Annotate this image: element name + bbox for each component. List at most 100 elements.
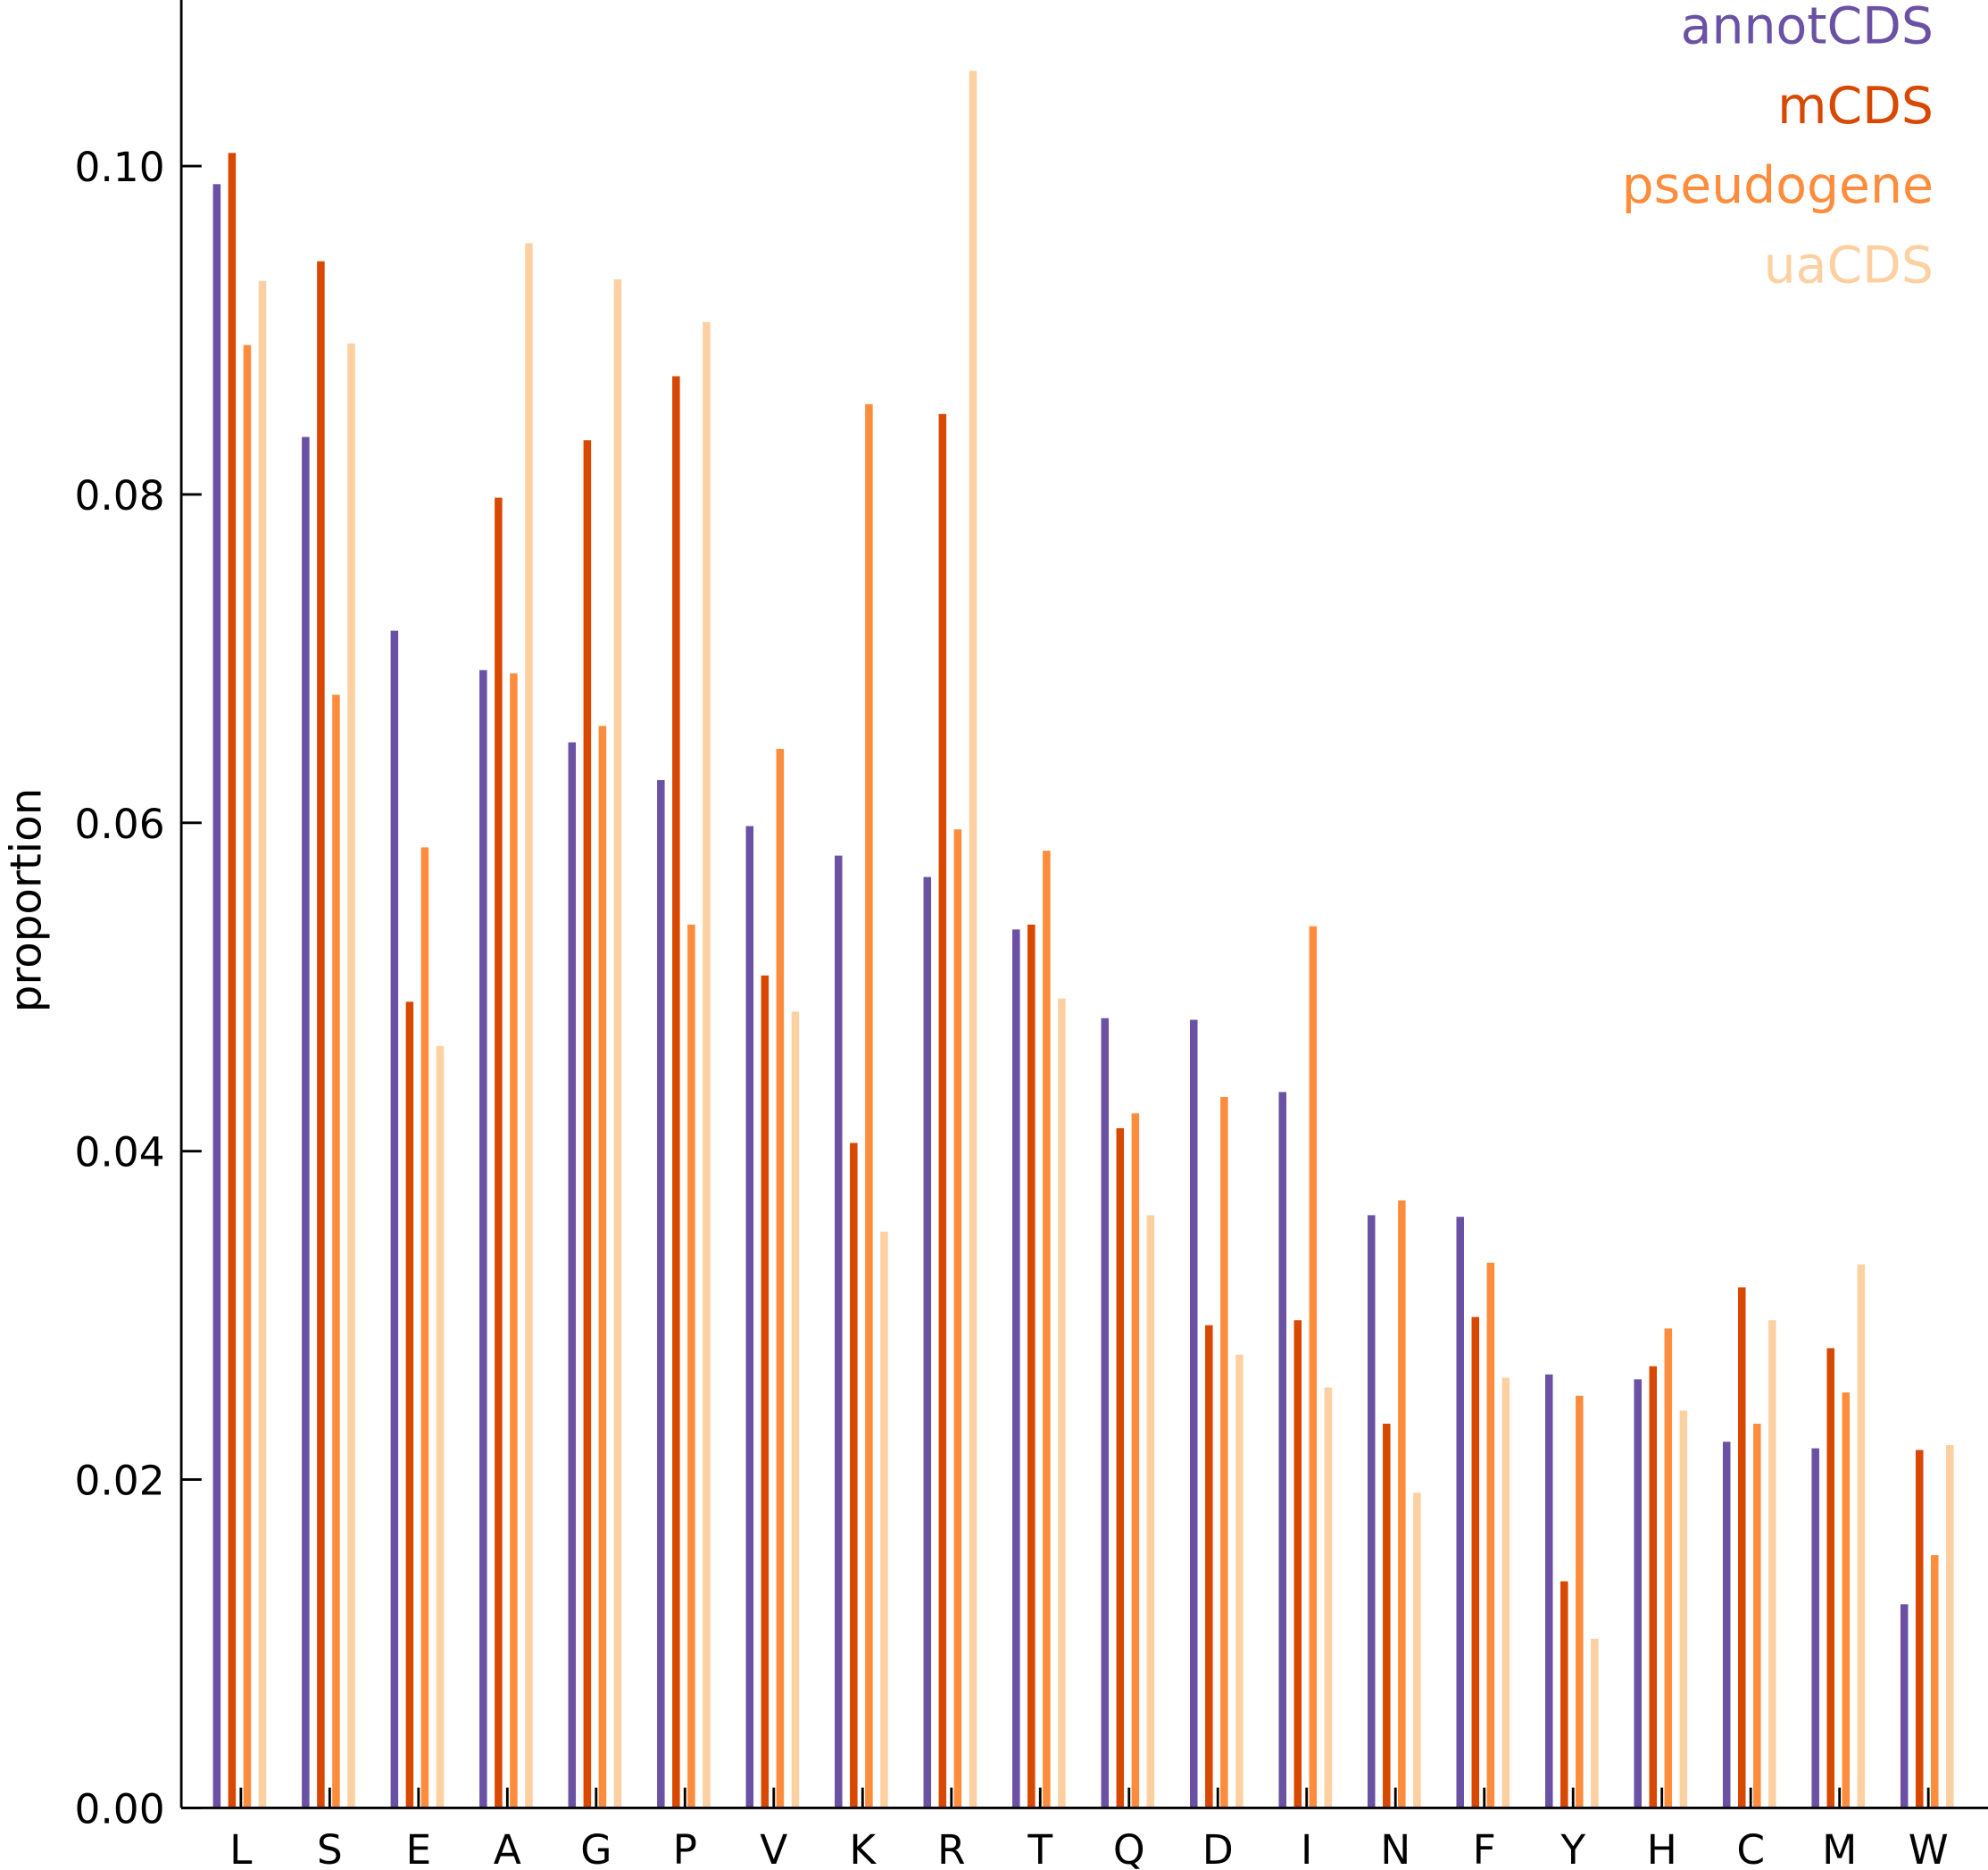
x-tick-label: M — [1822, 1826, 1857, 1870]
bar-uaCDS-F — [1501, 1377, 1510, 1808]
bar-pseudogene-V — [776, 749, 785, 1808]
x-tick-label: T — [1027, 1826, 1052, 1870]
bar-annotCDS-P — [657, 779, 665, 1808]
x-tick-label: L — [229, 1826, 253, 1870]
x-tick-label: W — [1909, 1826, 1949, 1870]
x-tick-label: S — [317, 1826, 343, 1870]
bar-uaCDS-G — [613, 278, 622, 1808]
bar-mCDS-M — [1826, 1348, 1835, 1808]
bar-mCDS-D — [1205, 1325, 1213, 1808]
bar-pseudogene-L — [243, 345, 252, 1808]
bar-annotCDS-V — [745, 826, 754, 1808]
x-tick-label: H — [1647, 1826, 1677, 1870]
bar-annotCDS-N — [1367, 1215, 1376, 1808]
bar-pseudogene-N — [1398, 1200, 1406, 1808]
bar-mCDS-G — [583, 440, 592, 1808]
bar-uaCDS-W — [1946, 1444, 1954, 1808]
bar-mCDS-N — [1383, 1423, 1391, 1808]
bar-annotCDS-W — [1900, 1604, 1909, 1808]
bar-uaCDS-V — [791, 1011, 800, 1808]
bar-mCDS-S — [317, 261, 325, 1808]
legend-entry-annotCDS: annotCDS — [1681, 0, 1934, 55]
bar-uaCDS-E — [436, 1045, 445, 1808]
y-tick-label: 0.06 — [74, 801, 164, 848]
bar-uaCDS-Y — [1591, 1638, 1599, 1808]
bar-pseudogene-H — [1664, 1328, 1673, 1808]
y-tick-label: 0.00 — [74, 1785, 164, 1833]
x-tick-label: D — [1202, 1826, 1234, 1870]
bar-pseudogene-Q — [1131, 1113, 1140, 1808]
bar-annotCDS-G — [568, 742, 577, 1808]
legend: annotCDS mCDS pseudogene uaCDS — [1622, 0, 1934, 295]
bar-mCDS-C — [1737, 1287, 1746, 1808]
bar-pseudogene-W — [1931, 1555, 1939, 1808]
bar-mCDS-T — [1027, 924, 1036, 1808]
bar-annotCDS-Y — [1544, 1374, 1553, 1808]
bar-mCDS-W — [1915, 1450, 1924, 1808]
bar-mCDS-K — [850, 1143, 858, 1808]
bar-mCDS-V — [761, 975, 769, 1808]
bar-mCDS-R — [938, 413, 947, 1808]
bar-mCDS-Y — [1560, 1581, 1568, 1808]
x-tick-label: C — [1736, 1826, 1765, 1870]
bar-mCDS-L — [228, 153, 237, 1808]
x-tick-label: A — [494, 1826, 521, 1870]
bar-uaCDS-K — [880, 1231, 888, 1808]
bar-pseudogene-F — [1486, 1262, 1495, 1808]
bar-pseudogene-K — [865, 403, 873, 1808]
bar-uaCDS-N — [1413, 1492, 1421, 1808]
bar-pseudogene-Y — [1576, 1395, 1584, 1808]
bar-pseudogene-A — [510, 673, 518, 1808]
bar-pseudogene-I — [1309, 926, 1318, 1808]
y-tick-label: 0.08 — [74, 472, 164, 519]
y-ticks: 0.00 0.02 0.04 0.06 0.08 0.10 — [74, 144, 202, 1833]
y-tick-label: 0.02 — [74, 1458, 164, 1505]
bar-pseudogene-R — [953, 829, 962, 1808]
bar-pseudogene-D — [1220, 1096, 1228, 1808]
bar-mCDS-Q — [1116, 1127, 1125, 1808]
bar-pseudogene-C — [1753, 1423, 1761, 1808]
bar-uaCDS-T — [1058, 998, 1066, 1808]
bar-pseudogene-S — [332, 694, 340, 1808]
bar-annotCDS-D — [1190, 1019, 1198, 1808]
legend-entry-pseudogene: pseudogene — [1622, 156, 1934, 215]
bar-mCDS-E — [405, 1001, 414, 1808]
x-tick-label: F — [1473, 1826, 1496, 1870]
legend-entry-uaCDS: uaCDS — [1764, 237, 1934, 295]
y-tick-label: 0.04 — [74, 1129, 164, 1176]
bar-uaCDS-S — [347, 343, 355, 1808]
bar-annotCDS-C — [1722, 1442, 1731, 1808]
y-axis-label: proportion — [1, 788, 51, 1013]
x-tick-label: Q — [1113, 1826, 1145, 1870]
bar-uaCDS-Q — [1146, 1215, 1155, 1808]
bar-uaCDS-D — [1235, 1354, 1244, 1808]
x-tick-label: I — [1301, 1826, 1312, 1870]
bar-pseudogene-E — [420, 847, 429, 1808]
x-tick-label: K — [849, 1826, 877, 1870]
bar-annotCDS-L — [212, 184, 221, 1808]
bar-mCDS-F — [1471, 1317, 1480, 1808]
bar-uaCDS-C — [1768, 1320, 1776, 1808]
bar-annotCDS-E — [390, 630, 399, 1808]
bar-uaCDS-R — [969, 71, 977, 1808]
bar-annotCDS-A — [479, 669, 487, 1808]
bar-uaCDS-A — [525, 243, 533, 1808]
x-tick-label: P — [673, 1826, 697, 1870]
bar-uaCDS-I — [1324, 1387, 1333, 1808]
legend-entry-mCDS: mCDS — [1777, 77, 1934, 136]
x-tick-label: N — [1380, 1826, 1410, 1870]
x-tick-label: Y — [1560, 1826, 1585, 1870]
bar-annotCDS-R — [923, 877, 932, 1808]
bar-uaCDS-H — [1679, 1410, 1688, 1808]
bar-pseudogene-T — [1043, 851, 1051, 1808]
bar-mCDS-A — [495, 497, 503, 1808]
bar-annotCDS-K — [835, 855, 843, 1808]
bar-annotCDS-M — [1811, 1448, 1819, 1808]
bar-uaCDS-L — [258, 280, 267, 1808]
bar-annotCDS-S — [302, 436, 310, 1808]
bar-annotCDS-I — [1278, 1092, 1287, 1808]
bar-pseudogene-M — [1842, 1392, 1851, 1808]
x-tick-label: E — [405, 1826, 431, 1870]
bar-uaCDS-P — [703, 321, 711, 1808]
